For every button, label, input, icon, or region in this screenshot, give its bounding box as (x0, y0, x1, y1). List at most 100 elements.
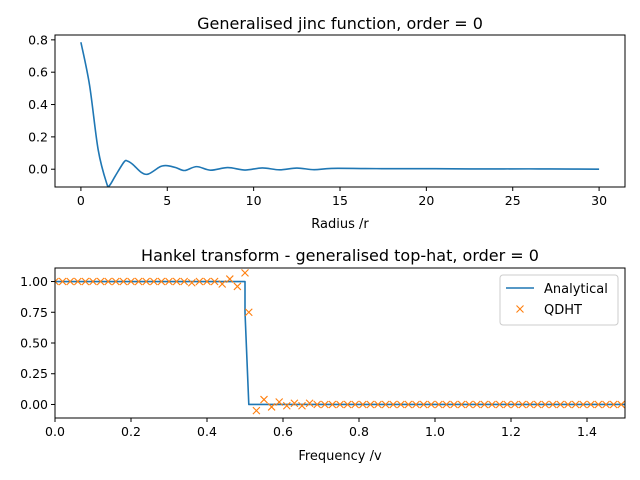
qdht-marker (180, 277, 189, 286)
qdht-marker-stroke (366, 400, 375, 409)
qdht-marker (260, 395, 268, 404)
top-x-tick-label: 25 (505, 193, 521, 208)
qdht-marker (465, 400, 474, 409)
qdht-marker-stroke (96, 277, 105, 286)
qdht-marker (434, 400, 443, 409)
qdht-marker-stroke (336, 400, 344, 409)
qdht-marker-stroke (66, 277, 75, 286)
qdht-marker (244, 308, 253, 317)
bottom-x-tick-label: 1.0 (425, 424, 445, 439)
qdht-marker (134, 277, 143, 286)
qdht-marker (571, 400, 580, 409)
qdht-marker (472, 400, 481, 409)
top-chart-title: Generalised jinc function, order = 0 (197, 14, 483, 33)
qdht-marker-stroke (465, 400, 474, 409)
qdht-marker (328, 400, 337, 409)
qdht-marker (366, 400, 375, 409)
qdht-marker-stroke (275, 398, 284, 406)
qdht-marker-stroke (104, 277, 113, 286)
qdht-marker-stroke (480, 400, 489, 409)
qdht-marker-stroke (81, 277, 90, 286)
qdht-marker (533, 400, 542, 409)
qdht-marker-stroke (298, 401, 306, 410)
qdht-marker-stroke (157, 277, 166, 286)
qdht-marker (96, 277, 105, 286)
qdht-marker-stroke (533, 400, 542, 409)
qdht-marker (495, 400, 504, 409)
bottom-chart: Hankel transform - generalised top-hat, … (20, 246, 626, 464)
qdht-marker-stroke (172, 277, 181, 286)
qdht-marker-stroke (187, 278, 196, 287)
bottom-x-tick-label: 0.2 (121, 424, 141, 439)
qdht-marker (374, 400, 382, 409)
qdht-marker-stroke (617, 400, 625, 409)
top-y-tick-label: 0.2 (28, 129, 48, 144)
qdht-marker-stroke (434, 400, 443, 409)
qdht-marker (241, 269, 249, 277)
bottom-chart-title: Hankel transform - generalised top-hat, … (141, 246, 539, 265)
legend-qdht-stroke (516, 305, 524, 313)
qdht-marker (336, 400, 344, 409)
bottom-x-tick-label: 0.0 (45, 424, 65, 439)
qdht-marker (104, 277, 113, 286)
qdht-marker-stroke (351, 400, 360, 409)
qdht-marker (157, 277, 166, 286)
qdht-marker-stroke (556, 400, 565, 409)
qdht-marker (480, 400, 489, 409)
qdht-marker-stroke (252, 406, 261, 415)
qdht-marker-stroke (244, 308, 253, 317)
analytical-series-line (55, 280, 625, 406)
qdht-marker-stroke (412, 400, 420, 409)
qdht-marker-stroke (571, 400, 580, 409)
qdht-marker-stroke (260, 395, 268, 404)
qdht-marker (81, 277, 90, 286)
legend: Analytical QDHT (499, 274, 619, 326)
qdht-marker (252, 406, 261, 415)
bottom-axes-frame (54, 267, 626, 419)
top-axes-frame (54, 34, 626, 188)
qdht-marker-stroke (165, 277, 173, 286)
qdht-marker-stroke (180, 277, 189, 286)
qdht-marker (149, 277, 158, 286)
legend-qdht-label: QDHT (544, 303, 582, 318)
qdht-marker (427, 400, 436, 409)
qdht-marker (66, 277, 75, 286)
qdht-marker (396, 400, 405, 409)
top-x-axis-label: Radius /r (311, 217, 369, 232)
qdht-marker-stroke (195, 277, 204, 286)
qdht-marker-stroke (526, 400, 534, 409)
qdht-marker-stroke (404, 400, 413, 409)
qdht-marker-stroke (73, 277, 82, 286)
legend-qdht-swatch (516, 305, 524, 313)
qdht-marker-stroke (495, 400, 504, 409)
qdht-marker-stroke (89, 277, 97, 286)
bottom-data (55, 269, 625, 415)
qdht-marker-stroke (442, 400, 451, 409)
qdht-marker (564, 400, 572, 409)
qdht-marker (195, 277, 204, 286)
qdht-marker (343, 400, 352, 409)
jinc-series-line (80, 42, 600, 187)
top-chart: Generalised jinc function, order = 0 0 5 1… (28, 14, 626, 232)
qdht-marker (233, 282, 242, 291)
qdht-marker-stroke (419, 400, 428, 409)
qdht-marker-stroke (488, 400, 496, 409)
qdht-marker (488, 400, 496, 409)
bottom-x-tick-label: 1.2 (501, 424, 521, 439)
qdht-marker (579, 400, 588, 409)
qdht-marker (412, 400, 420, 409)
qdht-marker-stroke (358, 400, 367, 409)
qdht-marker (210, 277, 219, 286)
qdht-marker-stroke (427, 400, 436, 409)
qdht-marker (594, 400, 603, 409)
top-y-tick-label: 0.0 (28, 162, 48, 177)
qdht-marker-stroke (548, 400, 557, 409)
bottom-x-tick-label: 0.4 (197, 424, 217, 439)
qdht-marker-stroke (320, 400, 329, 409)
legend-analytical-label: Analytical (544, 282, 608, 297)
qdht-marker-stroke (111, 277, 120, 286)
qdht-marker-stroke (282, 401, 291, 410)
qdht-marker-stroke (518, 400, 527, 409)
qdht-marker (419, 400, 428, 409)
